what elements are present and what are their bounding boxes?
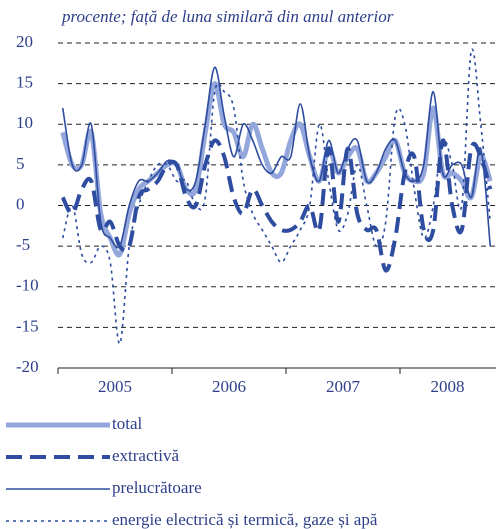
legend-label: extractivă bbox=[112, 446, 179, 465]
y-tick-label: 5 bbox=[16, 154, 25, 173]
legend-label: energie electrică și termică, gaze și ap… bbox=[112, 510, 378, 529]
x-tick-label: 2007 bbox=[326, 377, 361, 396]
y-tick-label: -5 bbox=[16, 235, 30, 254]
x-tick-label: 2005 bbox=[98, 377, 132, 396]
y-tick-label: -15 bbox=[16, 316, 39, 335]
y-tick-label: -20 bbox=[16, 357, 39, 376]
series-line bbox=[60, 81, 493, 258]
legend-label: prelucrătoare bbox=[112, 478, 202, 497]
y-tick-label: 10 bbox=[16, 113, 33, 132]
series-line bbox=[60, 138, 493, 273]
x-tick-label: 2008 bbox=[431, 377, 465, 396]
chart-title: procente; față de luna similară din anul… bbox=[61, 7, 394, 26]
y-tick-label: 0 bbox=[16, 194, 25, 213]
legend-label: total bbox=[112, 414, 142, 433]
series-line bbox=[61, 66, 492, 249]
y-tick-label: 15 bbox=[16, 73, 33, 92]
x-tick-label: 2006 bbox=[212, 377, 246, 396]
y-tick-label: 20 bbox=[16, 32, 33, 51]
series-line bbox=[61, 48, 492, 345]
y-tick-label: -10 bbox=[16, 276, 39, 295]
